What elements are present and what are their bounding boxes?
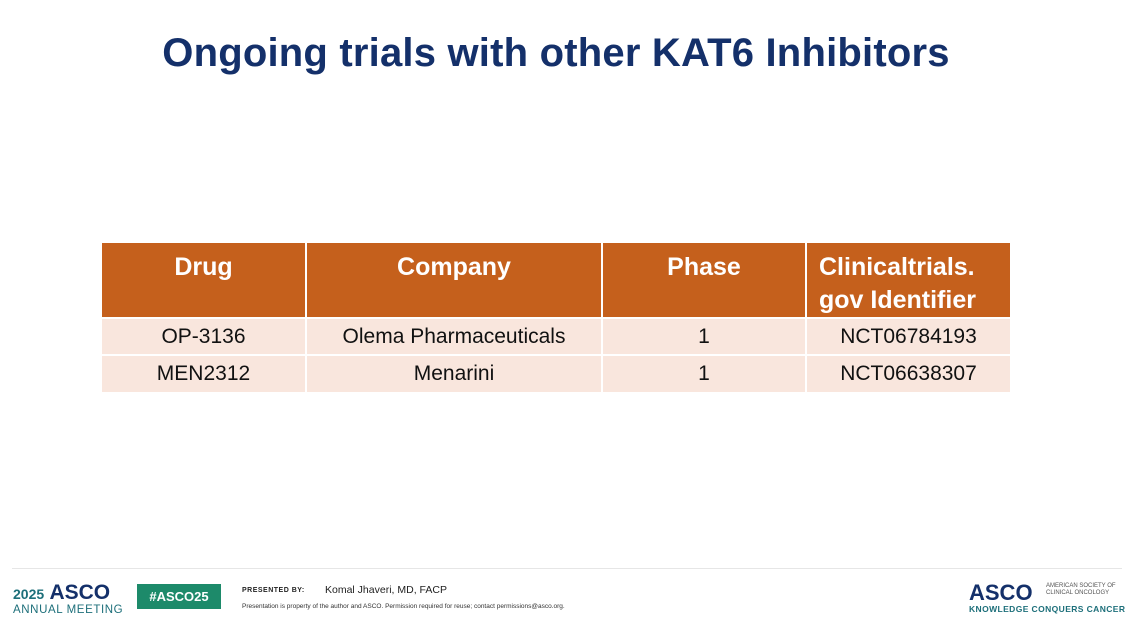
cell-phase: 1	[602, 317, 807, 355]
meeting-org: ASCO	[49, 581, 111, 604]
cell-drug: OP-3136	[102, 317, 307, 355]
asco-logo: ASCO AMERICAN SOCIETY OF CLINICAL ONCOLO…	[969, 580, 1126, 616]
disclaimer-text: Presentation is property of the author a…	[242, 603, 565, 610]
meeting-year: 2025	[13, 586, 45, 602]
cell-phase: 1	[602, 354, 807, 392]
table-row: OP-3136 Olema Pharmaceuticals 1 NCT06784…	[102, 317, 1010, 355]
presenter-name: Komal Jhaveri, MD, FACP	[325, 584, 447, 596]
meeting-name: ANNUAL MEETING	[13, 604, 124, 616]
asco-tagline: KNOWLEDGE CONQUERS CANCER	[969, 604, 1126, 614]
footer-divider	[12, 568, 1122, 569]
cell-identifier: NCT06784193	[806, 317, 1010, 355]
asco-full-name: AMERICAN SOCIETY OF CLINICAL ONCOLOGY	[1046, 583, 1116, 596]
hashtag-badge: #ASCO25	[137, 584, 221, 609]
presented-by-label: PRESENTED BY:	[242, 587, 305, 594]
cell-drug: MEN2312	[102, 354, 307, 392]
header-identifier: Clinicaltrials. gov Identifier	[806, 243, 1010, 318]
table-header-row: Drug Company Phase Clinicaltrials. gov Id…	[102, 243, 1010, 318]
cell-company: Menarini	[306, 354, 603, 392]
cell-identifier: NCT06638307	[806, 354, 1010, 392]
meeting-logo: 2025 ASCO ANNUAL MEETING	[13, 581, 123, 616]
cell-company: Olema Pharmaceuticals	[306, 317, 603, 355]
header-identifier-line1: Clinicaltrials.	[819, 253, 975, 281]
header-company: Company	[306, 243, 603, 318]
header-phase: Phase	[602, 243, 807, 318]
header-identifier-line2: gov Identifier	[819, 286, 976, 314]
trials-table: Drug Company Phase Clinicaltrials. gov Id…	[102, 243, 1010, 392]
header-drug: Drug	[102, 243, 307, 318]
asco-logo-word: ASCO	[969, 580, 1033, 605]
slide-title: Ongoing trials with other KAT6 Inhibitor…	[162, 31, 950, 75]
table-row: MEN2312 Menarini 1 NCT06638307	[102, 354, 1010, 392]
